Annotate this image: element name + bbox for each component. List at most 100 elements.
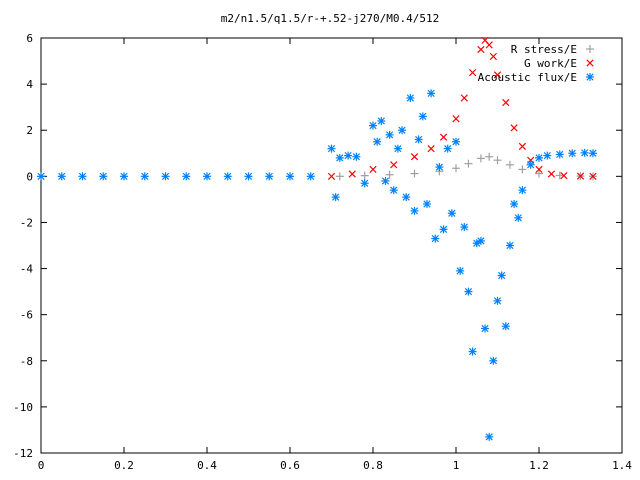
data-point <box>443 144 452 153</box>
data-point <box>485 152 494 161</box>
data-point <box>485 41 493 49</box>
data-point <box>510 124 518 132</box>
data-point <box>452 115 460 123</box>
data-point <box>477 45 485 54</box>
data-point <box>57 172 66 181</box>
data-point <box>452 137 460 146</box>
data-point <box>360 171 369 180</box>
data-point <box>518 142 527 150</box>
data-point <box>373 137 382 146</box>
data-point <box>518 186 527 195</box>
data-point <box>460 223 469 232</box>
data-point <box>493 156 502 165</box>
legend-marker <box>586 73 594 81</box>
data-point <box>369 165 377 174</box>
data-point <box>120 172 128 181</box>
y-tick-label: -12 <box>13 447 33 460</box>
data-point <box>385 170 394 179</box>
plot-area <box>37 36 597 441</box>
data-point <box>348 170 356 178</box>
data-point <box>493 296 502 305</box>
x-tick-label: 1.2 <box>529 459 549 472</box>
data-point <box>360 179 369 188</box>
series-0 <box>335 152 597 181</box>
data-point <box>389 186 398 195</box>
data-point <box>431 234 440 243</box>
y-tick-label: -6 <box>20 309 33 322</box>
data-point <box>501 322 510 331</box>
data-point <box>485 432 494 441</box>
data-point <box>435 163 444 172</box>
chart-title: m2/n1.5/q1.5/r-+.52-j270/M0.4/512 <box>221 12 440 25</box>
data-point <box>377 117 386 125</box>
data-point <box>393 144 402 153</box>
legend-label: G work/E <box>524 57 577 70</box>
data-point <box>335 172 344 181</box>
data-point <box>427 89 436 98</box>
data-point <box>99 172 108 181</box>
data-point <box>327 144 336 153</box>
data-point <box>493 71 502 79</box>
data-point <box>505 241 514 250</box>
x-tick-label: 0.8 <box>363 459 383 472</box>
data-point <box>406 93 415 102</box>
data-point <box>398 126 407 135</box>
data-point <box>560 172 568 180</box>
data-point <box>535 165 543 174</box>
data-point <box>481 324 490 333</box>
data-point <box>335 153 344 162</box>
data-point <box>223 172 232 181</box>
data-point <box>381 176 390 185</box>
data-point <box>588 149 597 158</box>
data-point <box>369 121 377 130</box>
data-point <box>161 172 170 181</box>
data-point <box>452 164 460 173</box>
data-point <box>568 149 577 158</box>
data-point <box>460 94 468 102</box>
data-point <box>385 130 394 139</box>
data-point <box>489 356 498 365</box>
data-point <box>447 209 456 218</box>
data-point <box>402 193 411 202</box>
series-2 <box>37 89 597 441</box>
y-tick-label: 0 <box>26 170 33 183</box>
data-point <box>140 172 149 181</box>
y-tick-label: -8 <box>20 355 33 368</box>
legend-label: Acoustic flux/E <box>478 71 577 84</box>
data-point <box>468 68 477 77</box>
data-point <box>464 159 473 168</box>
data-point <box>497 271 506 280</box>
data-point <box>526 160 535 169</box>
data-point <box>439 133 448 141</box>
y-tick-label: -10 <box>13 401 33 414</box>
x-axis: 0 0.2 0.4 0.6 0.8 1 1.2 1.4 <box>38 38 632 472</box>
plot-frame <box>40 37 623 454</box>
y-tick-label: 6 <box>26 32 33 45</box>
data-point <box>502 98 510 107</box>
data-point <box>244 172 253 181</box>
data-point <box>518 165 527 174</box>
data-point <box>535 169 543 178</box>
data-point <box>514 213 523 222</box>
data-point <box>547 170 556 178</box>
data-point <box>414 135 423 144</box>
data-point <box>589 172 597 180</box>
data-point <box>510 200 519 208</box>
data-point <box>476 236 485 245</box>
data-point <box>555 171 564 180</box>
data-point <box>182 172 191 181</box>
data-point <box>344 151 353 160</box>
data-point <box>535 153 543 162</box>
y-tick-label: 4 <box>26 78 33 91</box>
x-tick-label: 0.2 <box>114 459 134 472</box>
data-point <box>489 52 497 61</box>
data-point <box>306 172 315 181</box>
data-point <box>580 148 589 157</box>
data-point <box>543 151 552 160</box>
data-point <box>439 225 448 234</box>
y-tick-label: -2 <box>20 216 33 229</box>
data-point <box>456 266 465 275</box>
x-tick-label: 1 <box>453 459 460 472</box>
legend-marker <box>586 45 594 53</box>
